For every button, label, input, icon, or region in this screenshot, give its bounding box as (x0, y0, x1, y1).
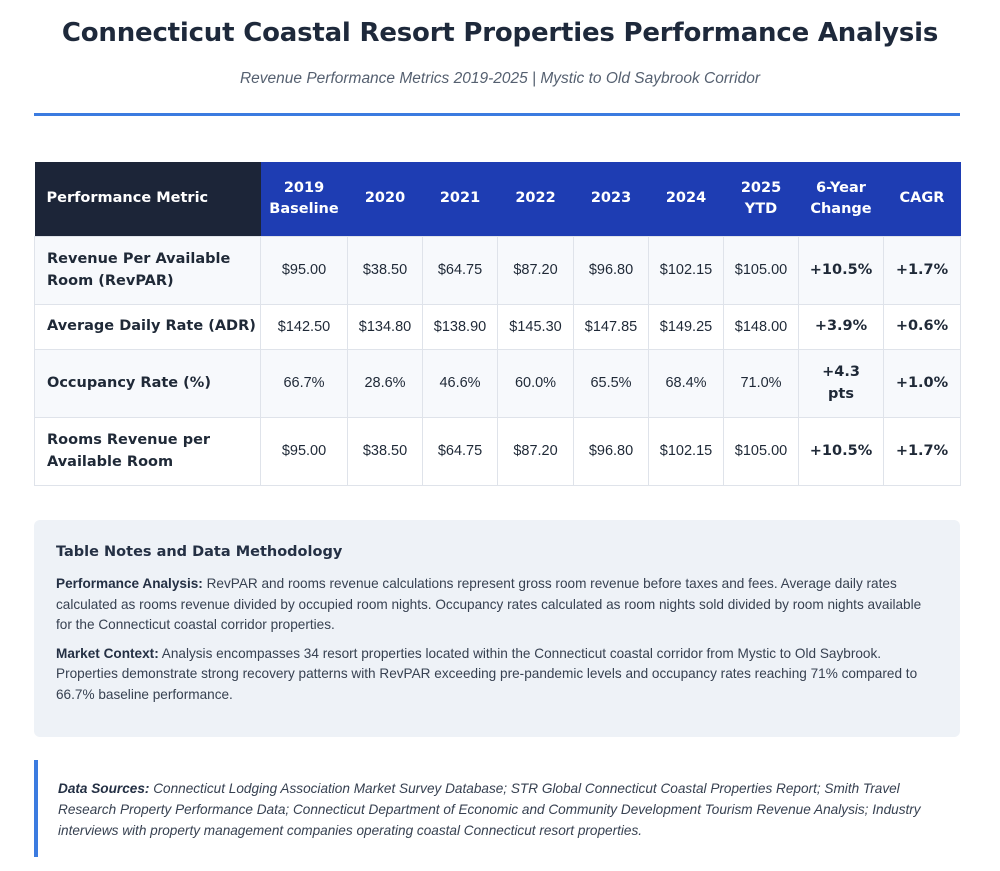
value-cell-2020: 28.6% (347, 348, 423, 418)
metric-name-cell: Occupancy Rate (%) (34, 348, 261, 418)
column-header-2021: 2021 (422, 162, 498, 236)
metric-name-cell: Revenue Per Available Room (RevPAR) (34, 235, 261, 305)
metric-name-line: Available Room (47, 454, 174, 470)
value-cell-2022: $87.20 (497, 235, 574, 305)
value-cell-2022: $145.30 (497, 303, 574, 350)
value-cell-2021: $64.75 (422, 416, 498, 486)
change-value: +4.3 (822, 363, 860, 380)
column-header-label: CAGR (899, 190, 945, 207)
change-unit: pts (828, 386, 854, 402)
column-header-label: 2024 (665, 190, 707, 207)
market-context-text: Analysis encompasses 34 resort propertie… (56, 645, 918, 702)
value-cell-2025-ytd: $105.00 (723, 235, 799, 305)
value-cell-2022: 60.0% (497, 348, 574, 418)
data-sources-callout: Data Sources: Connecticut Lodging Associ… (34, 760, 960, 857)
column-header-sublabel: YTD (744, 200, 778, 217)
value-cell-2025-ytd: 71.0% (723, 348, 799, 418)
column-header-label: 2022 (515, 190, 556, 207)
value-cell-2020: $38.50 (347, 235, 423, 305)
metric-name-line: Rooms Revenue per (47, 431, 211, 448)
cagr-cell: +0.6% (883, 303, 961, 350)
notes-heading: Table Notes and Data Methodology (56, 544, 343, 560)
value-cell-2023: $147.85 (573, 303, 649, 350)
value-cell-2019: $95.00 (260, 235, 348, 305)
column-header-2023: 2023 (573, 162, 649, 236)
value-cell-2019: 66.7% (260, 348, 348, 418)
value-cell-2024: $102.15 (648, 416, 724, 486)
metric-name-line: Average Daily Rate (ADR) (47, 318, 256, 335)
value-cell-2021: $138.90 (422, 303, 498, 350)
performance-table: Performance Metric 2019 Baseline 2020 20… (34, 162, 961, 486)
market-context-note: Market Context: Analysis encompasses 34 … (56, 644, 938, 706)
metric-name-cell: Average Daily Rate (ADR) (34, 303, 261, 350)
column-header-label: Performance Metric (46, 190, 209, 207)
change-cell: +3.9% (798, 303, 884, 350)
column-header-2025-ytd: 2025 YTD (723, 162, 799, 236)
column-header-label: 2023 (590, 190, 632, 207)
change-cell: +10.5% (798, 416, 884, 486)
metric-name-line: Occupancy Rate (%) (47, 374, 211, 391)
data-sources-label: Data Sources: (58, 781, 150, 796)
data-sources-text: Data Sources: Connecticut Lodging Associ… (58, 778, 942, 841)
cagr-cell: +1.7% (883, 416, 961, 486)
title-divider (34, 113, 960, 116)
value-cell-2020: $134.80 (347, 303, 423, 350)
market-context-label: Market Context: (56, 645, 159, 661)
value-cell-2024: $102.15 (648, 235, 724, 305)
column-header-2019: 2019 Baseline (260, 162, 348, 236)
value-cell-2023: 65.5% (573, 348, 649, 418)
column-header-label: 2025 (740, 179, 782, 196)
column-header-sublabel: Baseline (269, 200, 339, 217)
column-header-2022: 2022 (497, 162, 574, 236)
page-subtitle: Revenue Performance Metrics 2019-2025 | … (239, 70, 761, 87)
table-row-rooms-revenue: Rooms Revenue per Available Room $95.00 … (34, 416, 961, 486)
value-cell-2022: $87.20 (497, 416, 574, 486)
change-cell: +4.3 pts (798, 348, 884, 418)
column-header-2024: 2024 (648, 162, 724, 236)
cagr-cell: +1.0% (883, 348, 961, 418)
table-row-adr: Average Daily Rate (ADR) $142.50 $134.80… (34, 303, 961, 350)
metric-name-line: Revenue Per Available (47, 250, 231, 267)
performance-analysis-label: Performance Analysis: (56, 576, 203, 591)
value-cell-2023: $96.80 (573, 235, 649, 305)
column-header-label: 2021 (439, 190, 481, 207)
value-cell-2025-ytd: $105.00 (723, 416, 799, 486)
metric-name-line: Room (RevPAR) (47, 273, 174, 289)
performance-analysis-note: Performance Analysis: RevPAR and rooms r… (56, 574, 938, 636)
table-notes-panel: Table Notes and Data Methodology Perform… (34, 520, 960, 737)
value-cell-2021: $64.75 (422, 235, 498, 305)
value-cell-2019: $142.50 (260, 303, 348, 350)
metric-name-cell: Rooms Revenue per Available Room (34, 416, 261, 486)
performance-analysis-text: RevPAR and rooms revenue calculations re… (56, 576, 922, 632)
change-cell: +10.5% (798, 235, 884, 305)
table-row-occupancy: Occupancy Rate (%) 66.7% 28.6% 46.6% 60.… (34, 348, 961, 418)
value-cell-2024: $149.25 (648, 303, 724, 350)
value-cell-2021: 46.6% (422, 348, 498, 418)
value-cell-2024: 68.4% (648, 348, 724, 418)
page-title: Connecticut Coastal Resort Properties Pe… (61, 18, 939, 48)
column-header-label: 6-Year (816, 179, 866, 196)
column-header-metric: Performance Metric (34, 162, 261, 236)
column-header-label: 2019 (283, 179, 325, 196)
column-header-cagr: CAGR (883, 162, 961, 236)
value-cell-2025-ytd: $148.00 (723, 303, 799, 350)
column-header-2020: 2020 (347, 162, 423, 236)
value-cell-2019: $95.00 (260, 416, 348, 486)
column-header-label: 2020 (364, 190, 406, 207)
column-header-sublabel: Change (810, 200, 872, 217)
value-cell-2020: $38.50 (347, 416, 423, 486)
cagr-cell: +1.7% (883, 235, 961, 305)
table-header-row: Performance Metric 2019 Baseline 2020 20… (34, 162, 961, 236)
value-cell-2023: $96.80 (573, 416, 649, 486)
table-row-revpar: Revenue Per Available Room (RevPAR) $95.… (34, 235, 961, 305)
data-sources-list: Connecticut Lodging Association Market S… (58, 781, 921, 838)
column-header-6-year-change: 6-Year Change (798, 162, 884, 236)
